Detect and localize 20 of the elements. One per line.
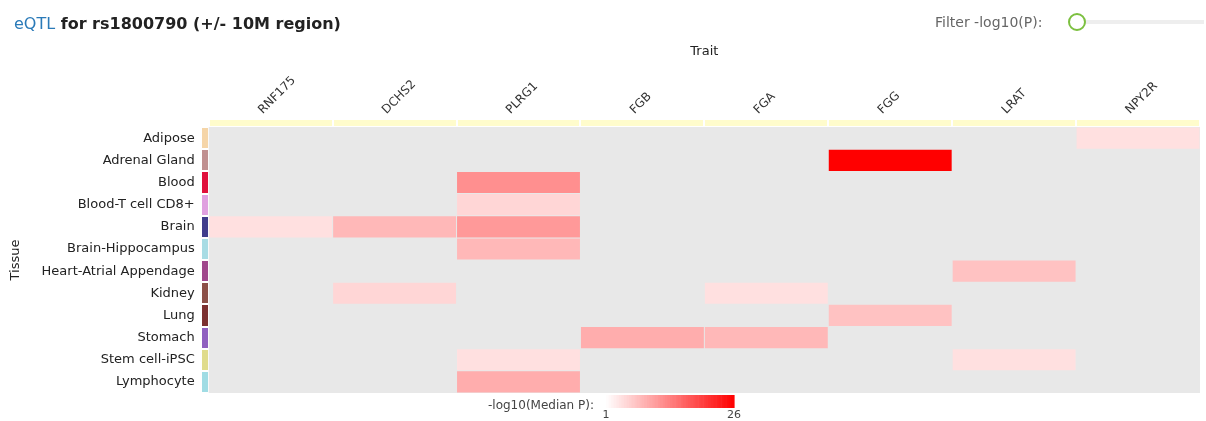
y-tick-label: Lung bbox=[162, 306, 195, 322]
x-tick-label: FGA bbox=[750, 88, 779, 117]
y-tick-label: Blood-T cell CD8+ bbox=[77, 196, 195, 212]
y-axis-title: Tissue bbox=[7, 239, 23, 282]
y-tick-label: Adrenal Gland bbox=[102, 151, 195, 167]
color-bar-label: 26 bbox=[727, 408, 741, 421]
text: Filter -log10(P): bbox=[935, 14, 1043, 30]
chart-title: eQTL for rs1800790 (+/- 10M region) bbox=[14, 14, 341, 33]
color-bar-label: 1 bbox=[602, 408, 610, 421]
y-tick-label: Stomach bbox=[137, 328, 195, 344]
y-tick-label: Stem cell-iPSC bbox=[100, 351, 195, 367]
y-tick-label: Brain bbox=[160, 218, 195, 234]
y-tick-label: Blood bbox=[158, 173, 195, 189]
x-axis-title: Trait bbox=[689, 43, 719, 59]
y-tick-label: Lymphocyte bbox=[115, 373, 195, 389]
y-tick-label: Kidney bbox=[150, 284, 196, 300]
y-tick-label: Heart-Atrial Appendage bbox=[41, 262, 195, 278]
color-bar-title: -log10(Median P): bbox=[488, 398, 594, 412]
y-tick-label: Adipose bbox=[143, 129, 195, 145]
y-tick-label: Brain-Hippocampus bbox=[67, 240, 195, 256]
